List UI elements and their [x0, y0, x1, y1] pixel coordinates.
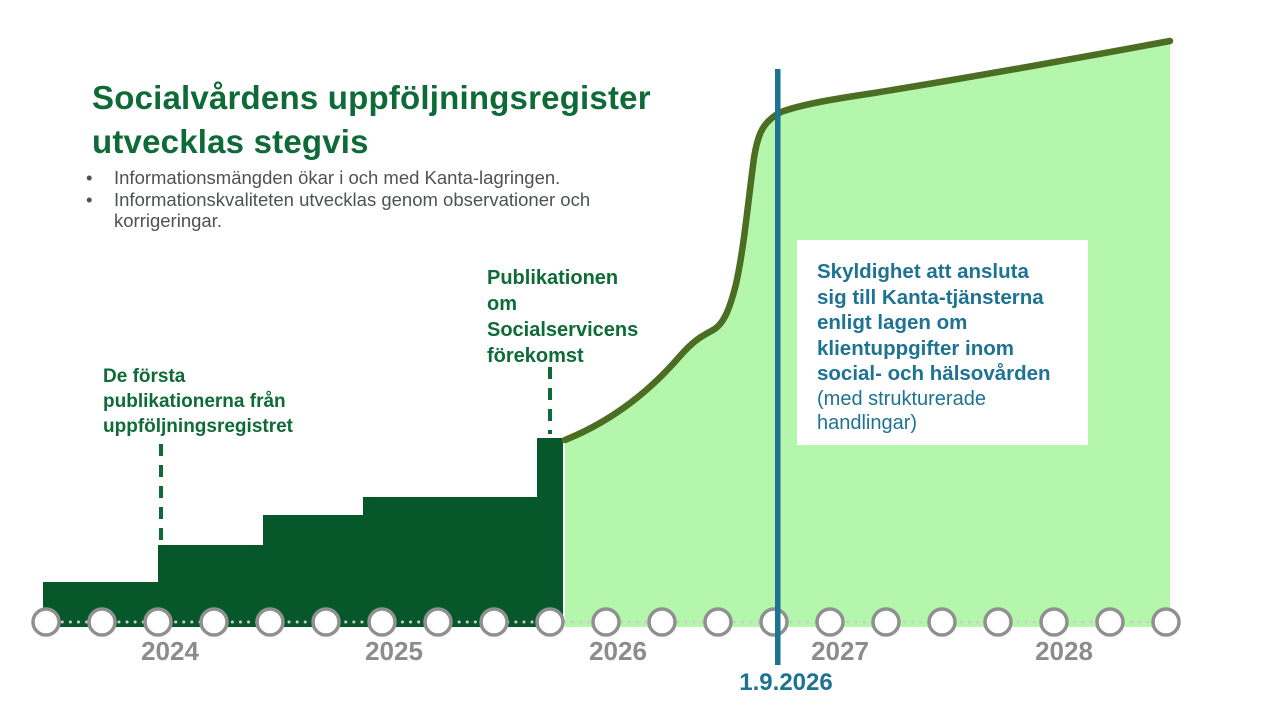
label-line: förekomst	[487, 345, 584, 367]
timeline-circle	[87, 607, 117, 637]
callout-line: enligt lagen om	[817, 311, 968, 334]
page-title: Socialvårdens uppföljningsregister utvec…	[92, 76, 651, 164]
year-label-2026: 2026	[589, 636, 647, 666]
timeline-circle	[1095, 607, 1125, 637]
label-first-publications: De första publikationerna från uppföljni…	[103, 364, 293, 439]
timeline-markers	[31, 607, 1181, 637]
timeline-circle	[367, 607, 397, 637]
timeline-circle	[703, 607, 733, 637]
callout-line: social- och hälsovården	[817, 362, 1051, 385]
bullet-item: Informationskvaliteten utvecklas genom o…	[84, 189, 674, 232]
callout-line: handlingar)	[817, 411, 918, 434]
year-label-2025: 2025	[365, 636, 423, 666]
title-line-2: utvecklas stegvis	[92, 123, 369, 160]
timeline-circle	[983, 607, 1013, 637]
label-line: Socialservicens	[487, 319, 639, 341]
timeline-circle	[143, 607, 173, 637]
timeline-circle	[199, 607, 229, 637]
bullet-item: Informationsmängden ökar i och med Kanta…	[84, 167, 674, 189]
callout-line: sig till Kanta-tjänsterna	[817, 285, 1044, 309]
callout-line: klientuppgifter inom	[817, 336, 1015, 360]
timeline-circle	[1039, 607, 1069, 637]
label-line: De första	[103, 366, 186, 387]
timeline-circle	[535, 607, 565, 637]
year-label-2027: 2027	[811, 636, 869, 666]
timeline-circle	[759, 607, 789, 637]
timeline-circle	[255, 607, 285, 637]
label-line: publikationerna från	[103, 391, 286, 412]
kanta-obligation-callout: Skyldighet att ansluta sig till Kanta-tj…	[797, 240, 1088, 445]
callout-line: Skyldighet att ansluta	[817, 260, 1029, 283]
timeline-circle	[927, 607, 957, 637]
bullet-list: Informationsmängden ökar i och med Kanta…	[84, 167, 674, 232]
title-line-1: Socialvårdens uppföljningsregister	[92, 79, 651, 116]
callout-line: (med strukturerade	[817, 387, 986, 410]
milestone-date-label: 1.9.2026	[739, 669, 833, 696]
timeline-circle	[31, 607, 61, 637]
growth-curve	[561, 37, 1174, 444]
timeline-circle	[479, 607, 509, 637]
timeline-circle	[647, 607, 677, 637]
steps-shape	[43, 438, 563, 627]
timeline-circle	[1151, 607, 1181, 637]
label-publication-social-services: Publikationen om Socialservicens förekom…	[487, 265, 638, 369]
year-label-2028: 2028	[1035, 636, 1093, 666]
timeline-circle	[423, 607, 453, 637]
label-line: Publikationen	[487, 267, 619, 289]
year-label-2024: 2024	[141, 636, 199, 666]
timeline-circle	[815, 607, 845, 637]
label-line: om	[487, 293, 517, 315]
timeline-circle	[591, 607, 621, 637]
timeline-circle	[871, 607, 901, 637]
label-line: uppföljningsregistret	[103, 416, 293, 437]
milestone-line	[775, 69, 781, 665]
timeline-circle	[311, 607, 341, 637]
